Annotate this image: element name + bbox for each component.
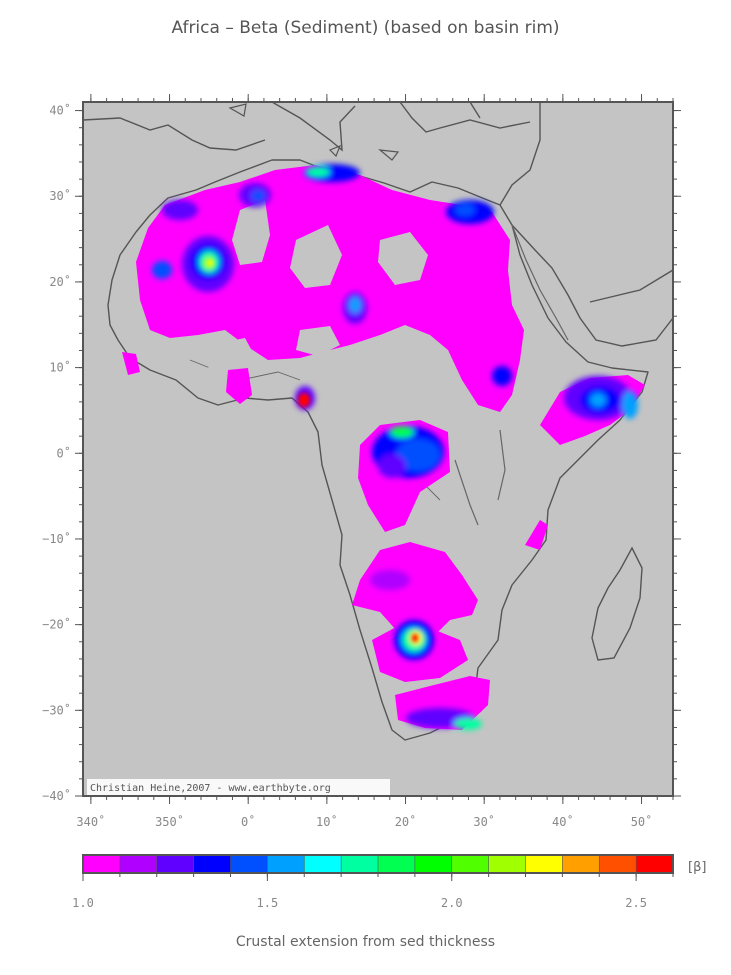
x-tick-label: 30˚ bbox=[473, 814, 495, 829]
colorbar-tick-label: 2.0 bbox=[441, 896, 463, 910]
x-tick-label: 0˚ bbox=[241, 814, 255, 829]
map-layer bbox=[83, 102, 673, 741]
arabia-coastline bbox=[499, 102, 673, 347]
colorbar-segment bbox=[341, 855, 379, 873]
credit-text: Christian Heine,2007 - www.earthbyte.org bbox=[90, 783, 331, 794]
y-tick-label: 30˚ bbox=[49, 188, 71, 203]
colorbar-segment bbox=[636, 855, 674, 873]
north-africa-field bbox=[136, 165, 524, 412]
colorbar-segment bbox=[156, 855, 195, 873]
colorbar-segment bbox=[562, 855, 600, 873]
x-tick-label: 50˚ bbox=[631, 814, 653, 829]
y-tick-label: −20˚ bbox=[42, 617, 71, 632]
x-axis: 340˚ 350˚ 0˚ 10˚ 20˚ 30˚ 40˚ 50˚ bbox=[76, 94, 674, 829]
colorbar-segment bbox=[451, 855, 490, 873]
y-tick-label: −40˚ bbox=[42, 788, 71, 803]
x-tick-label: 340˚ bbox=[76, 814, 105, 829]
colorbar-tick-label: 2.5 bbox=[625, 896, 647, 910]
africa-coastline bbox=[107, 159, 649, 741]
colorbar-segment bbox=[488, 855, 526, 873]
colorbar-tick-label: 1.0 bbox=[72, 896, 94, 910]
colorbar-segment bbox=[378, 855, 416, 873]
hotspots-peak bbox=[207, 260, 418, 642]
x-axis-label: Crustal extension from sed thickness bbox=[235, 934, 496, 950]
colorbar-segment bbox=[119, 855, 158, 873]
tanzania-field bbox=[525, 520, 548, 550]
colorbar-tick-label: 1.5 bbox=[257, 896, 279, 910]
y-tick-label: 40˚ bbox=[49, 103, 71, 118]
europe-coastline bbox=[83, 102, 531, 152]
y-tick-label: 20˚ bbox=[49, 274, 71, 289]
y-tick-label: 10˚ bbox=[49, 360, 71, 375]
mediterranean-islands bbox=[228, 103, 400, 161]
colorbar-ticks: 1.0 1.5 2.0 2.5 bbox=[72, 873, 674, 910]
chart-title: Africa – Beta (Sediment) (based on basin… bbox=[171, 18, 560, 38]
colorbar-segment bbox=[414, 855, 453, 873]
credit-box bbox=[87, 779, 390, 795]
colorbar-segment bbox=[304, 855, 342, 873]
colorbar-segment bbox=[525, 855, 563, 873]
y-tick-label: −30˚ bbox=[42, 702, 71, 717]
x-tick-label: 20˚ bbox=[395, 814, 417, 829]
red-sea-line bbox=[454, 224, 569, 526]
colorbar bbox=[83, 855, 674, 873]
colorbar-label: [β] bbox=[688, 860, 706, 875]
madagascar-coastline bbox=[591, 546, 643, 661]
x-tick-label: 350˚ bbox=[155, 814, 184, 829]
y-tick-label: −10˚ bbox=[42, 531, 71, 546]
colorbar-segment bbox=[193, 855, 231, 873]
y-tick-label: 0˚ bbox=[57, 445, 71, 460]
beta-field bbox=[122, 164, 645, 730]
hotspots bbox=[152, 164, 638, 730]
map-frame bbox=[82, 101, 674, 797]
x-tick-label: 10˚ bbox=[316, 814, 338, 829]
y-axis: 40˚ 30˚ 20˚ 10˚ 0˚ −10˚ −20˚ −30˚ −40˚ bbox=[42, 103, 681, 803]
colorbar-segment bbox=[230, 855, 268, 873]
ivory-coast-field bbox=[226, 368, 252, 404]
colorbar-segment bbox=[599, 855, 637, 873]
colorbar-segment bbox=[83, 855, 121, 873]
x-tick-label: 40˚ bbox=[552, 814, 574, 829]
colorbar-segment bbox=[267, 855, 305, 873]
angola-field bbox=[352, 542, 478, 640]
senegal-field bbox=[122, 352, 140, 375]
